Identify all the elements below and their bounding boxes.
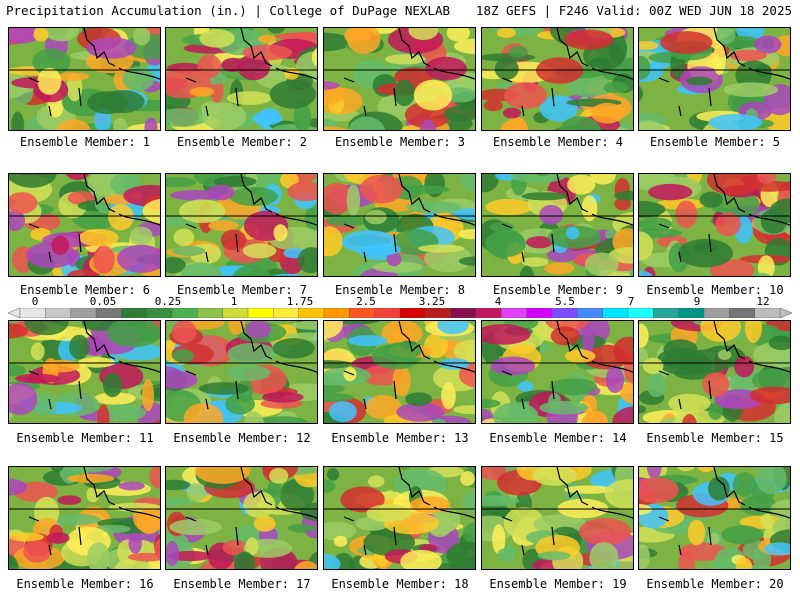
- member-caption: Ensemble Member: 16: [16, 577, 154, 591]
- legend-swatch: [121, 308, 148, 318]
- legend-tick-label: 1.75: [286, 295, 314, 308]
- legend-tick-label: 1: [230, 295, 238, 308]
- legend-swatch: [602, 308, 629, 318]
- member-caption: Ensemble Member: 10: [646, 283, 784, 297]
- member-caption: Ensemble Member: 11: [16, 431, 154, 445]
- legend-swatch: [425, 308, 452, 318]
- member-map-4: [481, 27, 634, 131]
- member-map-17: [165, 466, 318, 570]
- member-map-9: [481, 173, 634, 277]
- legend-swatch: [70, 308, 97, 318]
- legend-tick-label: 5.5: [555, 295, 575, 308]
- member-caption: Ensemble Member: 6: [19, 283, 151, 297]
- legend-swatch: [273, 308, 300, 318]
- legend-swatch: [627, 308, 654, 318]
- member-caption: Ensemble Member: 8: [334, 283, 466, 297]
- member-map-8: [323, 173, 476, 277]
- legend-swatch: [551, 308, 578, 318]
- member-caption: Ensemble Member: 1: [19, 135, 151, 149]
- legend-swatch: [450, 308, 477, 318]
- member-map-1: [8, 27, 161, 131]
- legend-swatch: [754, 308, 781, 318]
- member-map-18: [323, 466, 476, 570]
- member-map-5: [638, 27, 791, 131]
- member-caption: Ensemble Member: 14: [489, 431, 627, 445]
- member-caption: Ensemble Member: 3: [334, 135, 466, 149]
- member-caption: Ensemble Member: 5: [649, 135, 781, 149]
- legend-swatch: [678, 308, 705, 318]
- member-caption: Ensemble Member: 17: [173, 577, 311, 591]
- legend-max-arrow: [779, 308, 792, 318]
- legend-swatch: [475, 308, 502, 318]
- legend-tick-label: 2.5: [356, 295, 376, 308]
- member-map-3: [323, 27, 476, 131]
- member-map-2: [165, 27, 318, 131]
- member-caption: Ensemble Member: 4: [492, 135, 624, 149]
- legend-swatch: [146, 308, 173, 318]
- legend-swatch: [247, 308, 274, 318]
- member-caption: Ensemble Member: 20: [646, 577, 784, 591]
- member-caption: Ensemble Member: 18: [331, 577, 469, 591]
- color-scale-bar: [8, 308, 792, 318]
- legend-swatch: [171, 308, 198, 318]
- member-map-6: [8, 173, 161, 277]
- legend-swatch: [298, 308, 325, 318]
- member-caption: Ensemble Member: 9: [492, 283, 624, 297]
- legend-swatch: [399, 308, 426, 318]
- legend-swatch: [323, 308, 350, 318]
- legend-tick-label: 12: [756, 295, 770, 308]
- legend-swatch: [501, 308, 528, 318]
- legend-swatch: [526, 308, 553, 318]
- member-map-16: [8, 466, 161, 570]
- member-map-19: [481, 466, 634, 570]
- legend-swatch: [222, 308, 249, 318]
- legend-swatch: [729, 308, 756, 318]
- legend-tick-label: 4: [494, 295, 502, 308]
- legend-tick-label: 0.25: [154, 295, 182, 308]
- legend-swatch: [349, 308, 376, 318]
- legend-tick-label: 9: [693, 295, 701, 308]
- legend-swatch: [653, 308, 680, 318]
- legend-swatch: [577, 308, 604, 318]
- legend-swatch: [197, 308, 224, 318]
- legend-tick-label: 0: [31, 295, 39, 308]
- member-map-15: [638, 320, 791, 424]
- member-map-7: [165, 173, 318, 277]
- member-caption: Ensemble Member: 12: [173, 431, 311, 445]
- member-map-20: [638, 466, 791, 570]
- legend-swatch: [374, 308, 401, 318]
- legend-min-arrow: [8, 308, 21, 318]
- member-map-11: [8, 320, 161, 424]
- member-map-10: [638, 173, 791, 277]
- legend-tick-label: 3.25: [418, 295, 446, 308]
- member-caption: Ensemble Member: 15: [646, 431, 784, 445]
- legend-swatch: [45, 308, 72, 318]
- map-title: Precipitation Accumulation (in.) | Colle…: [6, 3, 451, 18]
- member-map-12: [165, 320, 318, 424]
- member-caption: Ensemble Member: 13: [331, 431, 469, 445]
- run-info: 18Z GEFS | F246 Valid: 00Z WED JUN 18 20…: [475, 3, 792, 18]
- legend-swatch: [703, 308, 730, 318]
- member-map-13: [323, 320, 476, 424]
- legend-swatch: [95, 308, 122, 318]
- member-caption: Ensemble Member: 7: [176, 283, 308, 297]
- legend-tick-label: 7: [627, 295, 635, 308]
- member-map-14: [481, 320, 634, 424]
- legend-swatch: [19, 308, 46, 318]
- member-caption: Ensemble Member: 2: [176, 135, 308, 149]
- legend-tick-label: 0.05: [89, 295, 117, 308]
- member-caption: Ensemble Member: 19: [489, 577, 627, 591]
